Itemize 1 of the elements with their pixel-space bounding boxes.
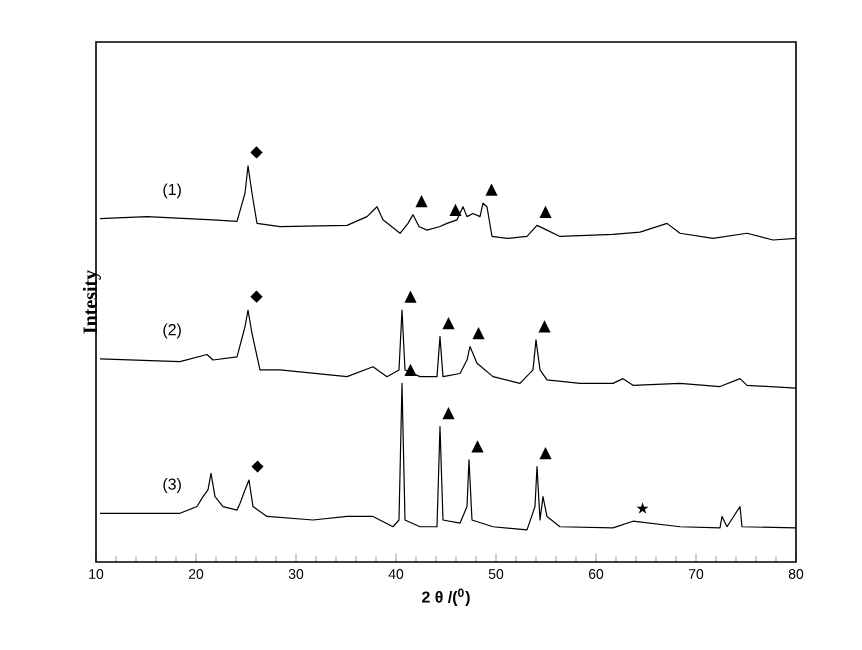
y-axis-title: Intesity	[82, 270, 101, 334]
